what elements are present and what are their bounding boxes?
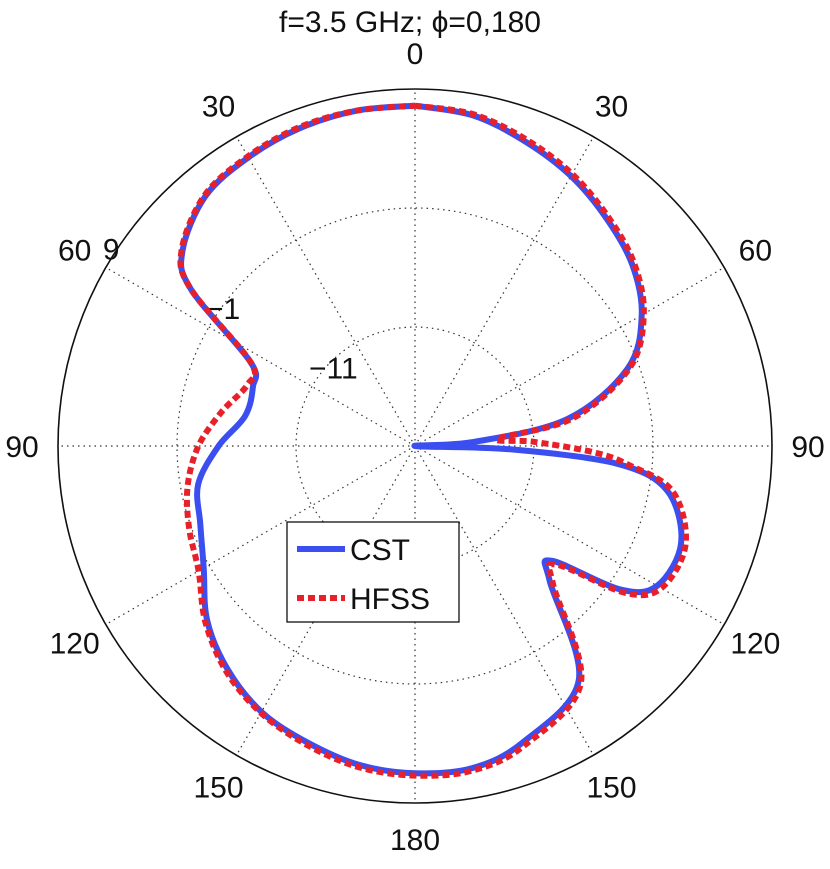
polar-labels: 0 30 60 90 120 150 180 150 120 90 60 30 −11 −1 9 bbox=[5, 38, 824, 857]
grid-spoke bbox=[105, 445, 416, 626]
chart-title: f=3.5 GHz; ϕ=0,180 bbox=[279, 6, 541, 39]
angle-tick-label: 180 bbox=[390, 824, 440, 857]
grid-spoke bbox=[235, 136, 416, 447]
radial-tick-label: −11 bbox=[309, 353, 358, 386]
angle-tick-label: 90 bbox=[5, 431, 38, 464]
grid-spoke bbox=[414, 266, 725, 447]
legend: CST HFSS bbox=[286, 521, 460, 623]
angle-tick-label: 30 bbox=[202, 91, 235, 124]
series-line-hfss bbox=[177, 102, 689, 779]
grid-spoke bbox=[235, 445, 416, 756]
angle-tick-label: 60 bbox=[739, 235, 772, 268]
radial-tick-label: 9 bbox=[103, 234, 120, 267]
angle-tick-label: 150 bbox=[586, 771, 636, 804]
polar-grid bbox=[57, 88, 773, 804]
angle-tick-label: 150 bbox=[193, 771, 243, 804]
angle-tick-label: 60 bbox=[58, 235, 91, 268]
radial-tick-label: −1 bbox=[206, 293, 240, 326]
angle-tick-label: 120 bbox=[50, 628, 100, 661]
polar-frame bbox=[57, 88, 773, 804]
grid-spoke bbox=[105, 266, 416, 447]
grid-spoke bbox=[414, 445, 725, 626]
angle-tick-label: 120 bbox=[730, 628, 780, 661]
legend-label-cst: CST bbox=[350, 534, 410, 567]
angle-tick-label: 0 bbox=[407, 38, 424, 71]
series-layer bbox=[177, 102, 689, 779]
grid-ring bbox=[295, 326, 535, 566]
legend-label-hfss: HFSS bbox=[350, 583, 430, 616]
angle-tick-label: 30 bbox=[595, 91, 628, 124]
angle-tick-label: 90 bbox=[791, 431, 824, 464]
legend-box bbox=[286, 521, 460, 623]
series-line-cst bbox=[178, 102, 685, 777]
grid-ring bbox=[176, 207, 654, 685]
grid-spoke bbox=[414, 136, 595, 447]
